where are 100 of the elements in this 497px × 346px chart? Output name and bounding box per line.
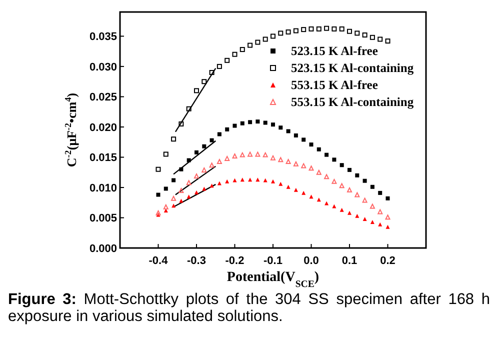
point [362,178,367,183]
point [347,187,352,192]
point [309,194,314,199]
point [262,36,268,42]
point [316,170,322,175]
point [301,163,306,168]
point [217,181,222,186]
point [186,180,192,186]
point [324,174,330,180]
point [262,152,268,158]
point [362,198,368,203]
point [156,166,161,172]
point [278,126,283,130]
point [362,216,367,221]
point [270,155,276,160]
point [194,173,199,178]
text: 0.020 [89,122,117,134]
y-tick-label: 0.005 [89,212,117,225]
point [316,26,322,32]
point [178,121,184,126]
point [286,29,291,34]
point [216,64,222,69]
point [370,220,374,224]
point [256,120,260,124]
point [340,163,344,168]
point [240,152,245,158]
x-tick-label: -0.2 [225,255,244,267]
point [370,204,375,209]
point [224,156,230,161]
point [224,58,230,63]
point [293,161,298,166]
point [286,129,290,134]
point [378,36,383,42]
point [355,173,360,178]
point [378,190,382,195]
point [255,152,260,157]
point [278,182,283,186]
point [232,52,238,57]
x-tick-label: 0.2 [380,255,396,267]
point [156,210,161,216]
point [240,121,244,126]
point [278,30,284,36]
point [308,166,314,171]
point [378,222,382,226]
point [248,178,252,182]
point [386,196,390,200]
point [186,158,191,162]
point [232,178,237,182]
text: 0.030 [89,61,117,74]
legend-label: 523.15 K Al-free [291,44,378,58]
point [171,196,176,201]
point [172,204,176,208]
point [248,120,252,124]
point [248,42,253,48]
point [163,204,168,210]
point [163,152,168,157]
point [332,178,337,184]
point [209,162,214,168]
point [301,27,306,32]
point [294,188,298,192]
point [270,34,276,39]
point [232,154,238,159]
point [286,184,290,189]
point [340,208,344,212]
point [232,124,237,128]
point [194,150,198,154]
point [339,183,344,188]
y-tick-label: 0.025 [89,92,117,104]
text: 0.000 [89,243,117,255]
point [225,127,230,132]
point [332,26,337,32]
text: 0.010 [89,182,117,194]
point [202,79,207,84]
point [171,136,176,142]
point [179,198,184,203]
point [256,178,260,182]
point [240,47,245,52]
x-tick-label: -0.1 [264,255,282,267]
text: 0.0 [304,255,319,267]
point [248,152,253,157]
y-tick-label: 0.035 [89,31,117,44]
point [209,70,214,76]
point [332,158,336,162]
point [172,178,176,182]
point [386,224,390,229]
point [324,152,329,157]
x-axis-title: Potential(V$_{SCE}$) [226,270,320,290]
point [348,210,352,215]
point [225,179,230,184]
point [339,26,344,32]
point [293,28,298,34]
y-tick-label: 0.015 [89,152,117,164]
point [263,120,268,125]
legend-label: 523.15 K Al-containing [291,61,414,75]
point [324,26,330,31]
point [178,188,184,194]
point [308,26,314,32]
point [362,32,368,38]
point [255,40,260,45]
point [271,122,275,127]
